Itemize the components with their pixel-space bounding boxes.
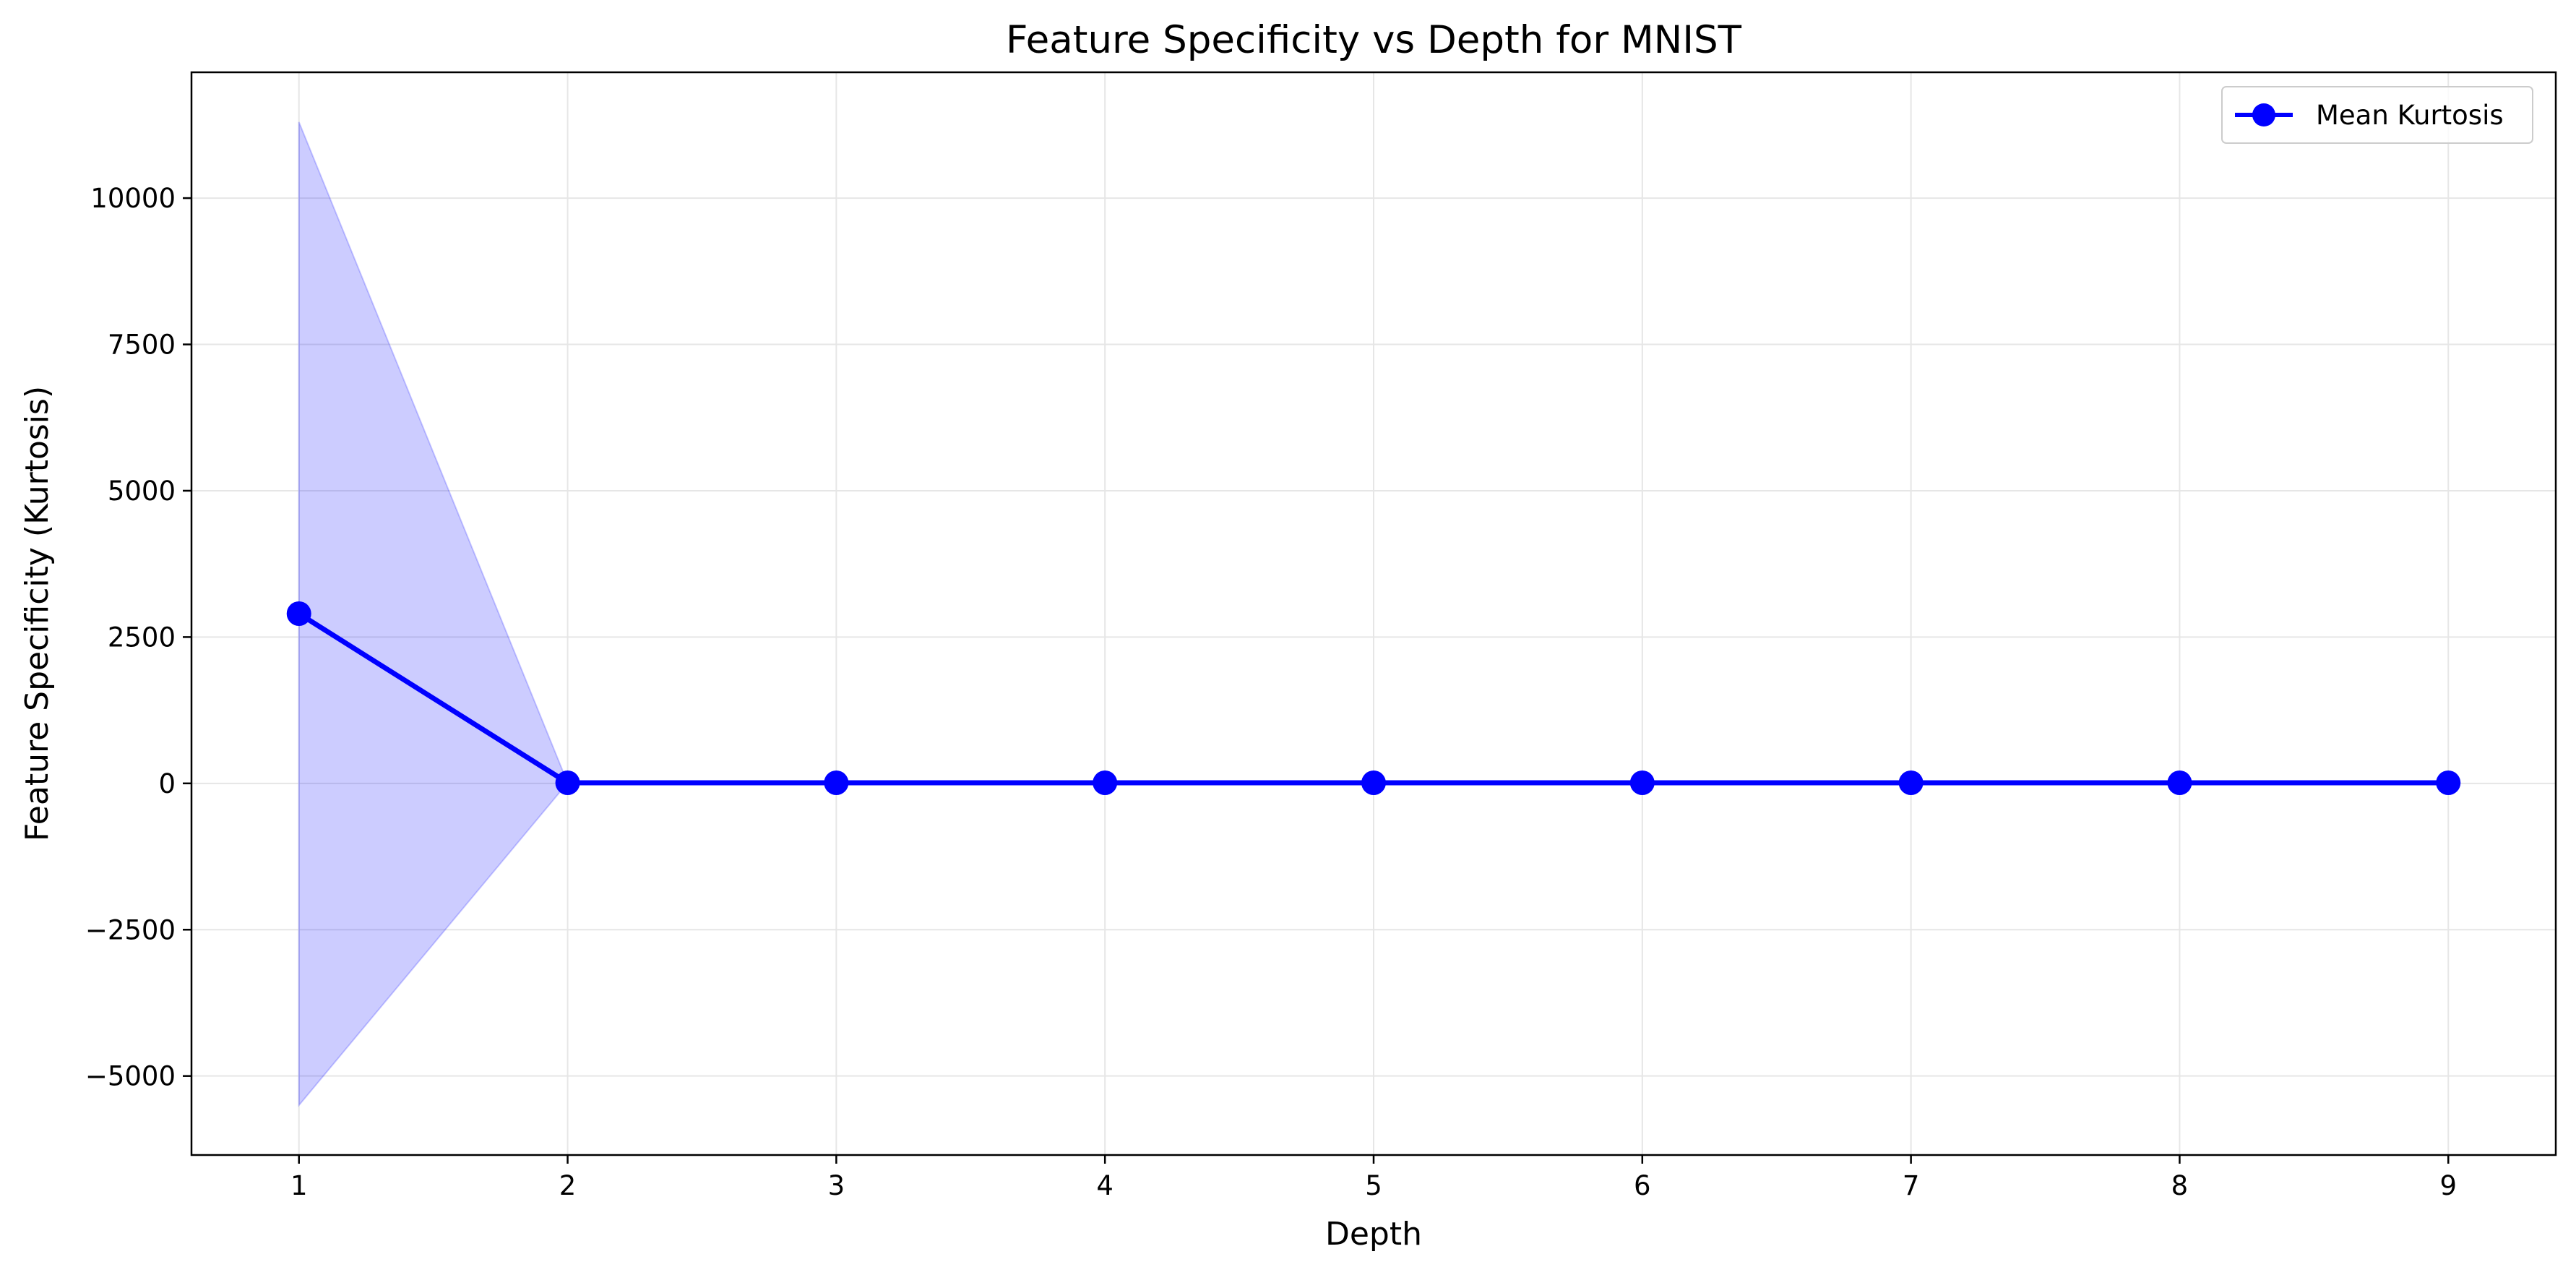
data-point (1898, 770, 1924, 796)
data-point (1361, 770, 1386, 796)
x-axis-label: Depth (1325, 1216, 1422, 1253)
legend-marker-swatch (2252, 103, 2275, 126)
x-tick-label: 4 (1096, 1170, 1113, 1201)
x-tick-label: 7 (1903, 1170, 1920, 1201)
data-point (824, 770, 849, 796)
x-tick-label: 6 (1634, 1170, 1651, 1201)
y-tick-label: −2500 (85, 914, 176, 945)
legend-label: Mean Kurtosis (2316, 100, 2504, 131)
data-point (555, 770, 580, 796)
legend-box (2221, 86, 2533, 144)
chart-title: Feature Specificity vs Depth for MNIST (1006, 18, 1742, 62)
x-tick-label: 3 (828, 1170, 845, 1201)
y-axis-ticks: −5000 −2500 0 2500 5000 7500 10000 (85, 183, 191, 1092)
grid-lines (191, 72, 2556, 1155)
y-tick-label: 2500 (108, 622, 176, 653)
y-tick-label: 5000 (108, 476, 176, 507)
data-point (1093, 770, 1118, 796)
y-tick-label: 7500 (108, 330, 176, 361)
x-tick-label: 2 (559, 1170, 577, 1201)
y-tick-label: 10000 (90, 183, 176, 214)
x-tick-label: 8 (2171, 1170, 2189, 1201)
x-axis-ticks: 1 2 3 4 5 6 7 8 9 (290, 1155, 2457, 1201)
data-point (1629, 770, 1655, 796)
data-point (2436, 770, 2461, 796)
y-tick-label: 0 (158, 768, 176, 799)
legend: Mean Kurtosis (2221, 86, 2533, 144)
y-axis-label: Feature Specificity (Kurtosis) (19, 386, 56, 841)
series-layer (286, 601, 2461, 796)
data-point (286, 601, 311, 626)
y-tick-label: −5000 (85, 1061, 176, 1092)
x-tick-label: 9 (2439, 1170, 2457, 1201)
data-point (2167, 770, 2192, 796)
x-tick-label: 5 (1365, 1170, 1382, 1201)
x-tick-label: 1 (290, 1170, 308, 1201)
